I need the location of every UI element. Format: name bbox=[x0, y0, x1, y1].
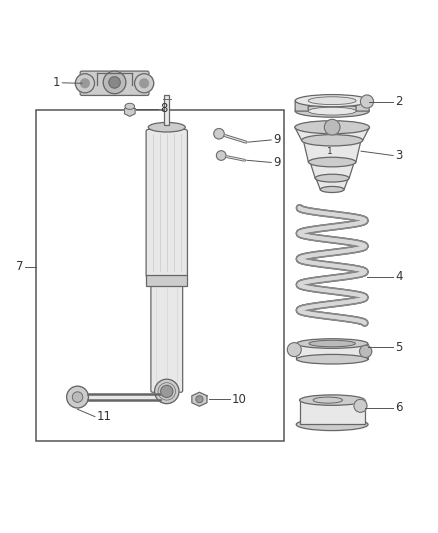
Bar bbox=[146, 275, 187, 286]
Circle shape bbox=[67, 386, 88, 408]
Polygon shape bbox=[356, 101, 369, 111]
Ellipse shape bbox=[296, 418, 368, 431]
Circle shape bbox=[155, 379, 179, 403]
Ellipse shape bbox=[320, 187, 344, 192]
Circle shape bbox=[354, 399, 367, 413]
Text: 3: 3 bbox=[395, 149, 403, 162]
Ellipse shape bbox=[313, 397, 343, 403]
Ellipse shape bbox=[308, 97, 356, 104]
Polygon shape bbox=[297, 344, 368, 359]
Polygon shape bbox=[124, 106, 135, 116]
Ellipse shape bbox=[148, 123, 185, 132]
Circle shape bbox=[140, 79, 148, 87]
Bar bbox=[164, 94, 170, 125]
Circle shape bbox=[360, 95, 374, 108]
Polygon shape bbox=[310, 162, 354, 178]
Text: 1: 1 bbox=[53, 76, 60, 90]
Ellipse shape bbox=[295, 105, 369, 117]
Circle shape bbox=[287, 343, 301, 357]
Ellipse shape bbox=[125, 103, 134, 109]
Circle shape bbox=[75, 74, 95, 93]
Polygon shape bbox=[316, 178, 349, 189]
Circle shape bbox=[324, 119, 340, 135]
Circle shape bbox=[109, 77, 120, 88]
Text: 4: 4 bbox=[395, 270, 403, 284]
Ellipse shape bbox=[315, 174, 349, 182]
FancyBboxPatch shape bbox=[146, 130, 187, 277]
Circle shape bbox=[103, 71, 126, 94]
Text: 9: 9 bbox=[273, 133, 281, 147]
Ellipse shape bbox=[295, 94, 369, 107]
Polygon shape bbox=[192, 392, 207, 406]
Text: 5: 5 bbox=[395, 341, 403, 353]
Polygon shape bbox=[295, 101, 308, 111]
Ellipse shape bbox=[302, 135, 363, 146]
Text: 11: 11 bbox=[97, 410, 112, 423]
Circle shape bbox=[196, 396, 203, 403]
Polygon shape bbox=[300, 400, 365, 424]
Text: 1: 1 bbox=[327, 147, 333, 156]
Text: 10: 10 bbox=[232, 393, 247, 406]
Ellipse shape bbox=[308, 157, 356, 167]
Text: 8: 8 bbox=[160, 102, 168, 116]
FancyBboxPatch shape bbox=[80, 71, 149, 95]
Ellipse shape bbox=[297, 339, 368, 349]
Circle shape bbox=[134, 74, 154, 93]
Text: 7: 7 bbox=[16, 260, 23, 273]
Circle shape bbox=[216, 151, 226, 160]
Circle shape bbox=[81, 79, 89, 87]
Circle shape bbox=[214, 128, 224, 139]
Ellipse shape bbox=[297, 354, 368, 364]
FancyBboxPatch shape bbox=[151, 284, 183, 392]
Text: 2: 2 bbox=[395, 95, 403, 108]
Polygon shape bbox=[303, 140, 361, 162]
Ellipse shape bbox=[295, 120, 370, 134]
Ellipse shape bbox=[309, 340, 355, 347]
Polygon shape bbox=[295, 127, 370, 140]
Ellipse shape bbox=[300, 395, 365, 405]
Bar bbox=[36, 110, 284, 441]
Text: 9: 9 bbox=[273, 156, 281, 169]
Ellipse shape bbox=[308, 107, 356, 115]
Circle shape bbox=[360, 345, 372, 358]
Circle shape bbox=[161, 385, 173, 398]
Text: 6: 6 bbox=[395, 401, 403, 415]
Circle shape bbox=[72, 392, 83, 402]
Polygon shape bbox=[88, 394, 160, 400]
